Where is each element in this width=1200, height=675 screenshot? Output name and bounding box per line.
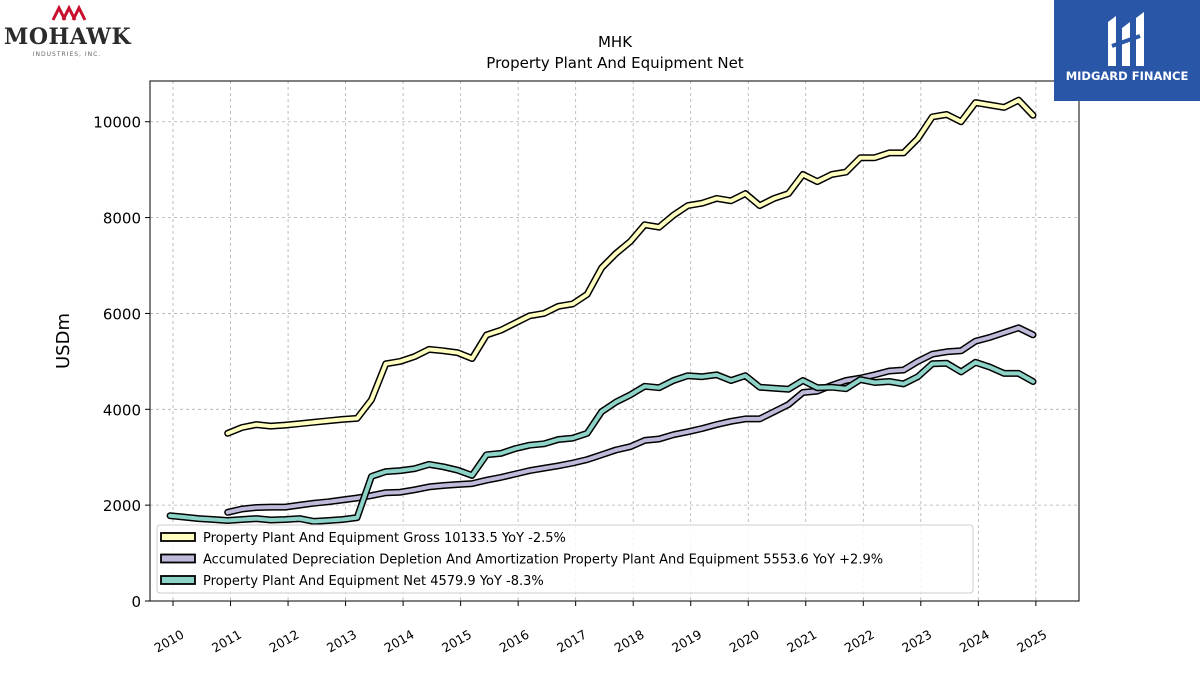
x-tick-label: 2020 — [727, 627, 762, 656]
x-tick-label: 2024 — [957, 627, 992, 656]
x-tick-label: 2017 — [554, 627, 589, 656]
series-lines — [166, 96, 1037, 525]
legend-label-2: Property Plant And Equipment Net 4579.9 … — [203, 574, 544, 589]
midgard-wordmark: MIDGARD FINANCE — [1065, 69, 1189, 83]
plot-frame — [149, 80, 1080, 602]
y-tick-label: 6000 — [103, 305, 141, 323]
x-tick-label: 2022 — [842, 627, 877, 656]
x-tick-label: 2010 — [151, 627, 186, 656]
x-tick-label: 2011 — [209, 627, 244, 656]
series-line-2 — [168, 360, 1035, 524]
x-tick-label: 2016 — [497, 627, 532, 656]
y-tick-label: 4000 — [103, 401, 141, 419]
x-tick-label: 2018 — [612, 627, 647, 656]
legend-label-0: Property Plant And Equipment Gross 10133… — [203, 531, 566, 546]
x-tick-label: 2021 — [784, 627, 819, 656]
x-tick-label: 2023 — [899, 627, 934, 656]
midgard-finance-logo: MIDGARD FINANCE — [1054, 0, 1200, 101]
series-line-0 — [225, 98, 1035, 436]
x-tick-label: 2012 — [267, 627, 302, 656]
midgard-emblem-icon — [1108, 12, 1144, 66]
legend-box — [156, 524, 974, 594]
y-tick-label: 0 — [131, 593, 141, 611]
x-tick-label: 2014 — [382, 627, 417, 656]
x-tick-label: 2019 — [669, 627, 704, 656]
y-tick-label: 10000 — [93, 114, 141, 132]
y-tick-label: 2000 — [103, 497, 141, 515]
x-tick-label: 2025 — [1014, 627, 1049, 656]
x-tick-label: 2015 — [439, 627, 474, 656]
legend-swatch-2 — [160, 575, 196, 585]
grid — [150, 81, 1079, 602]
mohawk-chevron-icon — [51, 4, 87, 21]
y-axis-label: USDm — [53, 313, 74, 369]
legend-swatch-0 — [160, 532, 196, 542]
series-outline-2 — [166, 358, 1037, 525]
legend: Property Plant And Equipment Gross 10133… — [156, 524, 974, 594]
mohawk-logo: MOHAWK INDUSTRIES, INC. — [4, 4, 132, 60]
mohawk-wordmark: MOHAWK — [4, 24, 132, 50]
legend-swatch-1 — [160, 553, 196, 564]
y-tick-label: 8000 — [103, 210, 141, 228]
x-tick-label: 2013 — [324, 627, 359, 656]
mohawk-subtitle: INDUSTRIES, INC. — [32, 51, 102, 58]
chart-title: MHK — [598, 33, 633, 51]
chart-subtitle: Property Plant And Equipment Net — [486, 54, 743, 72]
legend-label-1: Accumulated Depreciation Depletion And A… — [203, 553, 883, 568]
